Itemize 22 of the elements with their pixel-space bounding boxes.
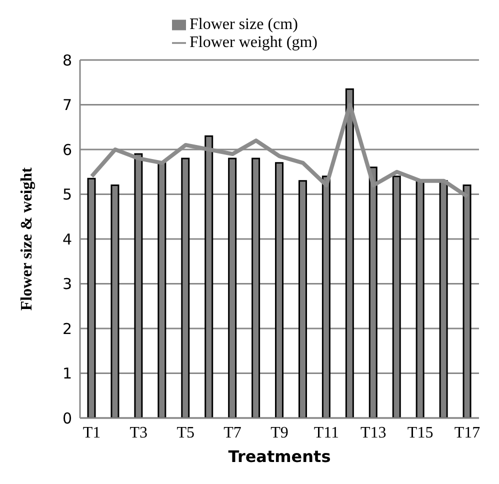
y-tick-label: 2: [62, 320, 72, 338]
x-axis-title: Treatments: [228, 447, 331, 466]
y-axis-title: Flower size & weight: [18, 166, 36, 311]
legend-label: Flower weight (gm): [190, 34, 318, 51]
x-tick-label: T11: [314, 424, 340, 442]
x-tick-label: T5: [176, 424, 195, 442]
y-tick-label: 5: [62, 186, 72, 204]
y-tick-label: 6: [62, 140, 72, 159]
x-tick-label: T13: [360, 424, 386, 442]
x-tick-label: T9: [270, 424, 288, 442]
legend-label: Flower size (cm): [190, 16, 298, 33]
x-tick-label: T15: [407, 424, 434, 442]
y-tick-label: 3: [62, 275, 72, 294]
y-tick-label: 0: [62, 409, 72, 428]
x-tick-label: T17: [454, 424, 480, 442]
x-tick-label: T1: [82, 424, 101, 442]
y-tick-label: 1: [62, 364, 72, 383]
x-tick-label: T7: [224, 424, 242, 442]
x-tick-label: T3: [130, 424, 148, 442]
y-tick-label: 8: [62, 51, 72, 70]
y-tick-label: 4: [62, 230, 72, 248]
y-tick-label: 7: [62, 96, 72, 114]
